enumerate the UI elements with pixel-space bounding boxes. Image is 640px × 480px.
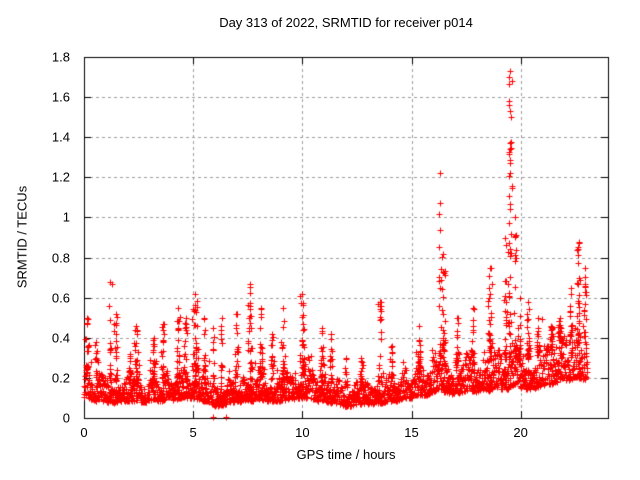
x-tick-label: 0 [80,425,88,440]
y-tick-label: 1.8 [51,49,70,65]
x-tick-label: 10 [295,425,310,440]
y-axis-label: SRMTID / TECUs [14,185,30,289]
y-tick-label: 0.6 [51,290,70,306]
x-axis-label: GPS time / hours [296,447,396,462]
x-tick-label: 15 [404,425,419,440]
x-tick-label: 20 [513,425,528,440]
chart-title: Day 313 of 2022, SRMTID for receiver p01… [219,15,473,30]
y-tick-label: 0.4 [51,330,70,346]
y-tick-label: 0.2 [51,370,70,386]
y-tick-label: 0.8 [51,250,70,266]
x-tick-label: 5 [189,425,197,440]
y-tick-label: 1.4 [51,129,70,145]
y-tick-label: 1.6 [51,89,70,105]
y-tick-label: 1 [62,209,70,225]
y-tick-label: 1.2 [51,169,70,185]
y-tick-label: 0 [62,410,70,426]
